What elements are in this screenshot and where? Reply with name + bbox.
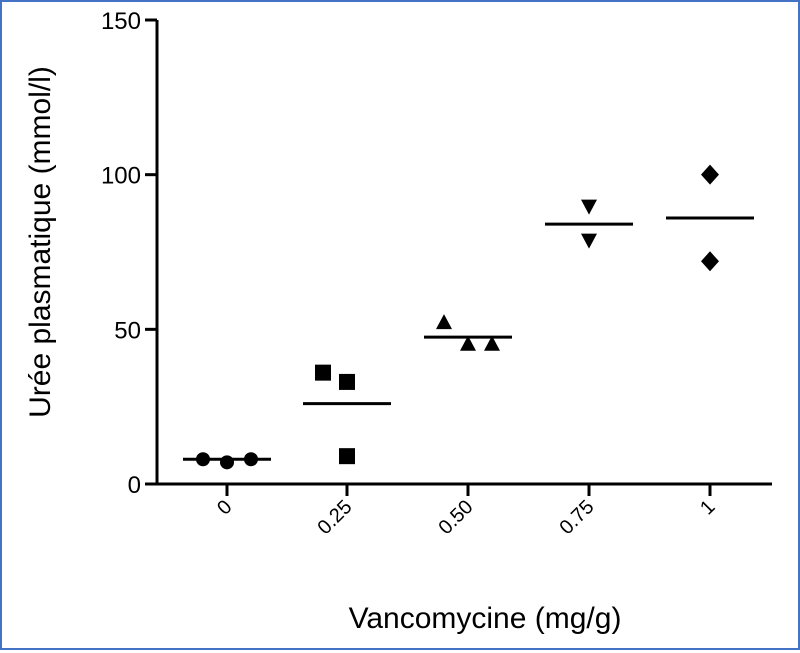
series-group-0.50	[436, 314, 500, 351]
data-point-square	[315, 364, 331, 381]
y-axis-title: Urée plasmatique (mmol/l)	[24, 66, 57, 418]
data-point-triangle-up	[484, 335, 500, 351]
x-tick-label: 0.75	[555, 496, 598, 539]
y-tick-label: 150	[101, 8, 141, 35]
y-tick-label: 0	[128, 472, 141, 499]
data-point-triangle-down	[581, 199, 597, 215]
x-tick-label: 0.50	[434, 496, 477, 539]
data-point-circle	[220, 455, 234, 470]
data-point-square	[339, 448, 355, 465]
data-point-triangle-down	[581, 233, 597, 249]
x-tick-label: 0	[213, 496, 236, 519]
data-point-square	[339, 373, 355, 390]
data-point-circle	[196, 452, 210, 467]
data-point-circle	[244, 452, 258, 467]
data-points	[196, 164, 719, 470]
series-group-1	[701, 164, 719, 272]
x-axis-title: Vancomycine (mg/g)	[349, 602, 622, 635]
data-point-triangle-up	[436, 314, 452, 330]
data-point-diamond	[701, 164, 719, 185]
data-point-triangle-up	[460, 335, 476, 351]
series-group-0	[196, 452, 258, 470]
y-tick-label: 50	[114, 317, 141, 344]
x-tick-label: 0.25	[313, 496, 356, 539]
y-ticks: 0 50 100 150	[101, 8, 157, 499]
data-point-diamond	[701, 251, 719, 272]
series-group-0.25	[315, 364, 355, 465]
x-tick-label: 1	[696, 496, 719, 519]
series-group-0.75	[581, 199, 597, 249]
axes	[155, 20, 772, 486]
y-tick-label: 100	[101, 163, 141, 190]
x-ticks: 0 0.25 0.50 0.75 1	[213, 484, 720, 539]
